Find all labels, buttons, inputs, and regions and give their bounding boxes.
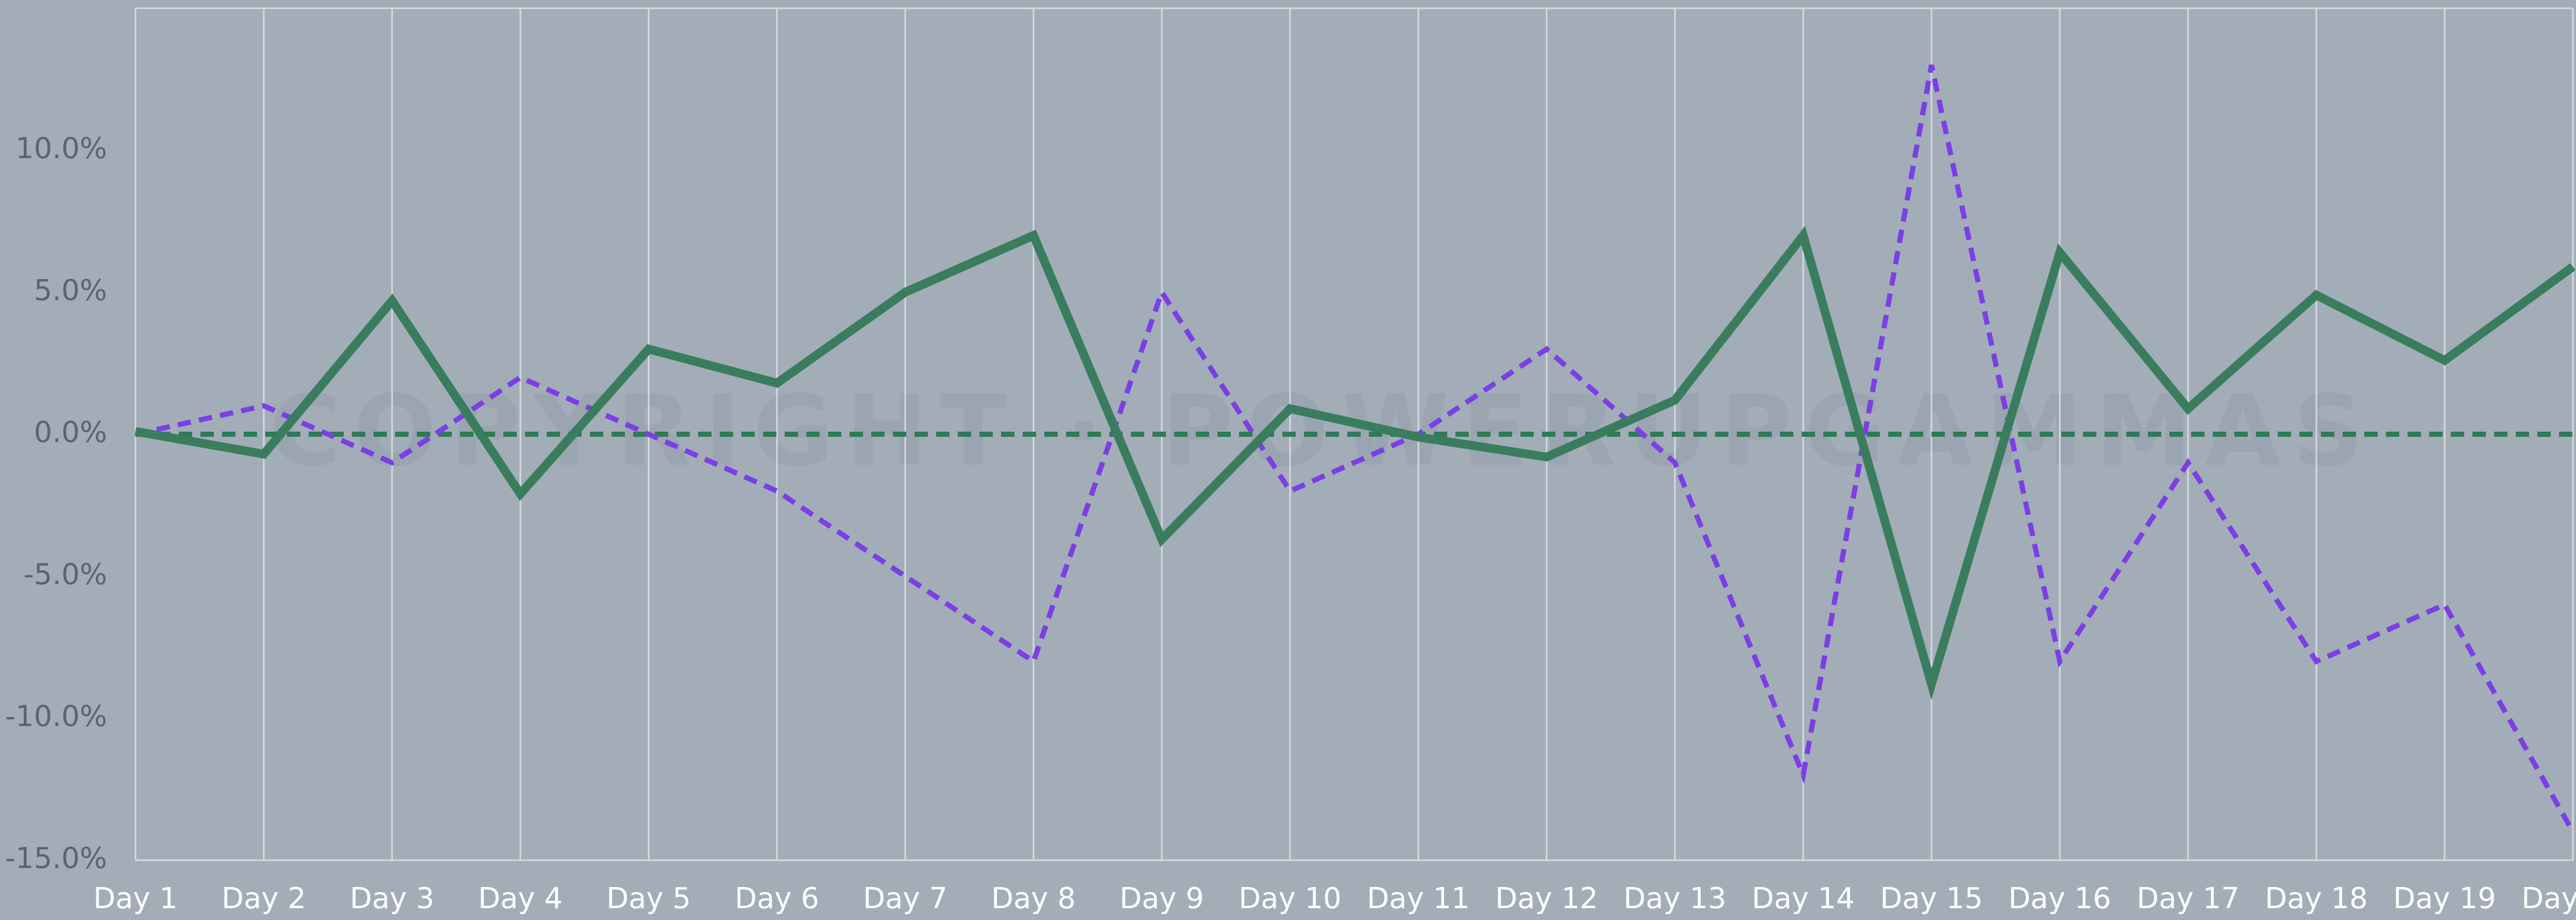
x-tick-label: Day 10 (1239, 882, 1342, 915)
x-tick-label: Day 3 (350, 882, 434, 915)
x-tick-label: Day 18 (2265, 882, 2368, 915)
y-tick-label: 5.0% (34, 274, 107, 307)
y-tick-label: 0.0% (34, 416, 107, 449)
series-line (134, 64, 2575, 833)
x-tick-label: Day 1 (93, 882, 178, 915)
x-tick-label: Day 16 (2008, 882, 2111, 915)
y-tick-label: -5.0% (24, 558, 107, 591)
x-tick-label: Day 4 (478, 882, 563, 915)
series-line (134, 226, 2576, 700)
x-tick-label: Day 8 (991, 882, 1076, 915)
x-tick-label: Day 14 (1752, 882, 1855, 915)
x-tick-label: Day 13 (1623, 882, 1726, 915)
x-tick-label: Day 6 (735, 882, 819, 915)
x-tick-label: Day 2 (222, 882, 306, 915)
y-tick-label: -15.0% (5, 842, 107, 875)
x-tick-label: Day 20 (2521, 882, 2576, 915)
x-tick-label: Day 19 (2393, 882, 2496, 915)
x-tick-label: Day 15 (1880, 882, 1983, 915)
x-tick-label: Day 11 (1367, 882, 1470, 915)
x-tick-label: Day 7 (863, 882, 947, 915)
y-tick-label: -10.0% (5, 700, 107, 733)
x-tick-label: Day 12 (1495, 882, 1598, 915)
x-tick-label: Day 9 (1120, 882, 1204, 915)
x-tick-label: Day 5 (606, 882, 691, 915)
y-tick-label: 10.0% (15, 132, 107, 165)
x-tick-label: Day 17 (2137, 882, 2240, 915)
